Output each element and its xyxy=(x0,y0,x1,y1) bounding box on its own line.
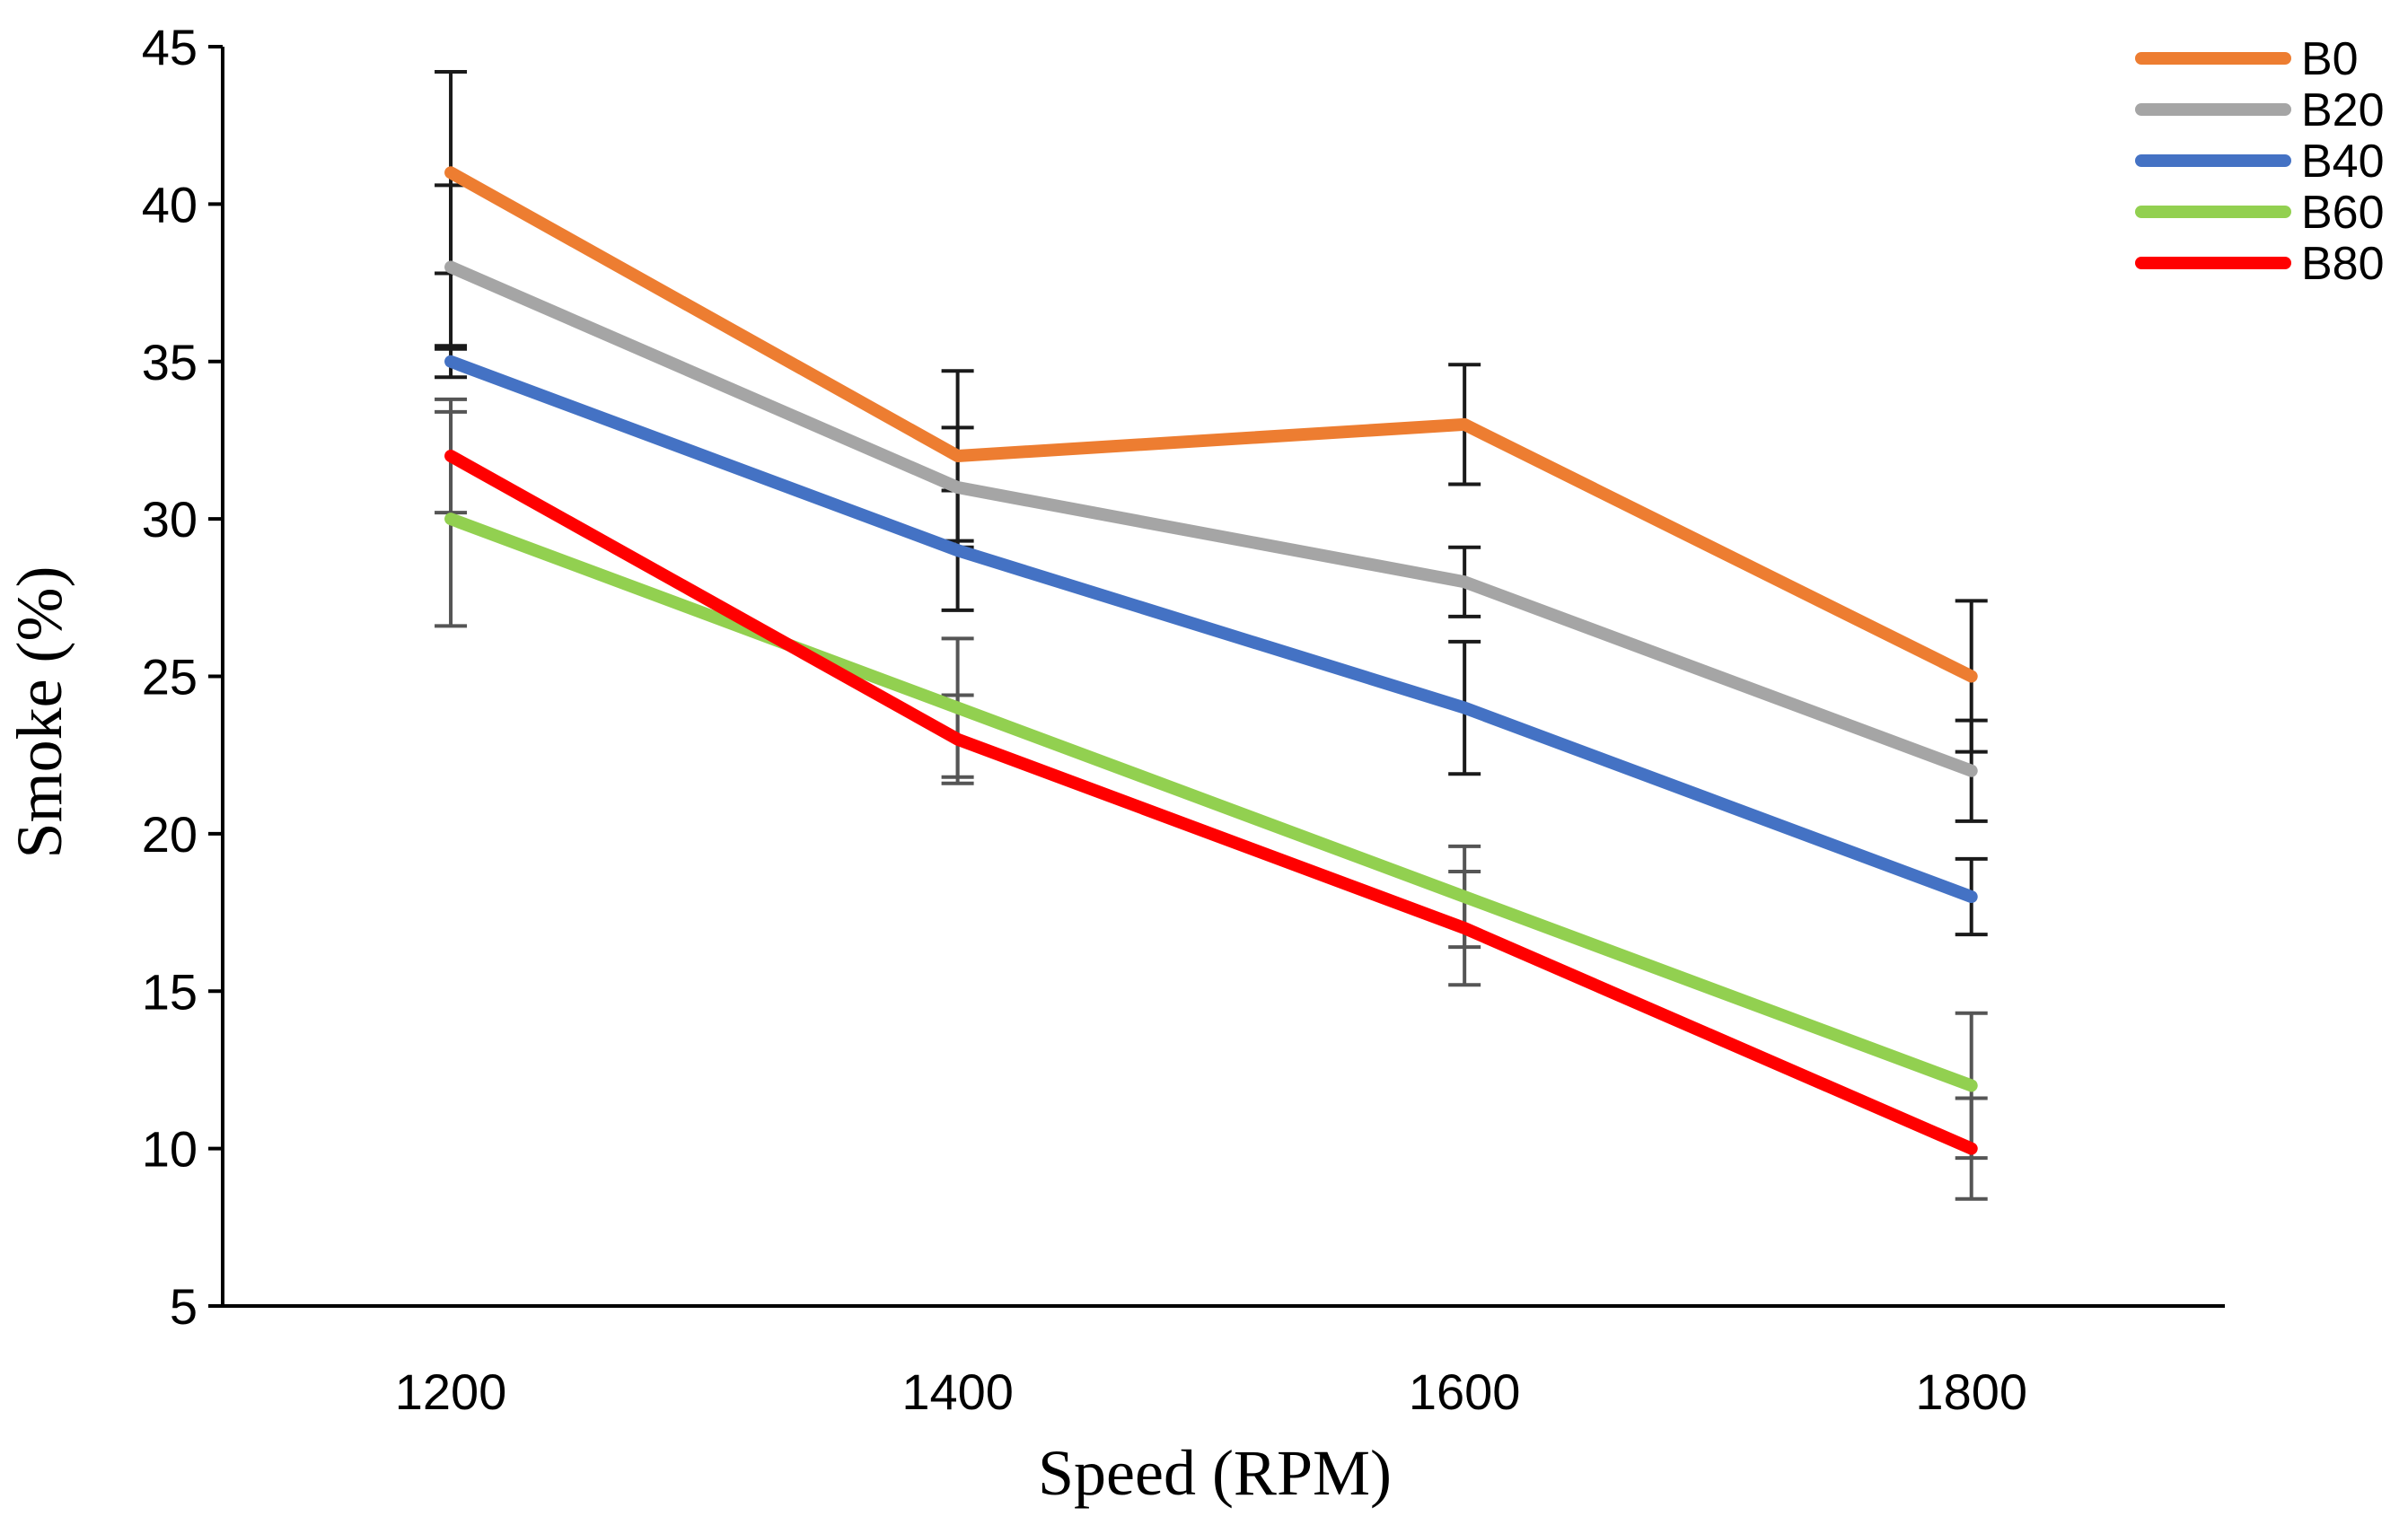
y-tick-label: 5 xyxy=(170,1278,198,1335)
y-tick-label: 20 xyxy=(142,806,198,863)
y-tick-label: 15 xyxy=(142,963,198,1020)
y-tick-label: 30 xyxy=(142,491,198,548)
legend-item-b40: B40 xyxy=(2135,136,2385,188)
x-tick-label: 1600 xyxy=(1409,1363,1521,1420)
y-tick-label: 45 xyxy=(142,19,198,75)
legend-item-b60: B60 xyxy=(2135,187,2385,239)
legend-label: B20 xyxy=(2301,84,2385,136)
y-ticks: 5 10 15 20 25 30 35 40 45 xyxy=(142,19,223,1335)
series-line-b20 xyxy=(444,260,1978,777)
x-ticks: 1200 1400 1600 1800 xyxy=(395,1363,2027,1420)
series-line-b60 xyxy=(444,513,1978,1092)
lines-layer xyxy=(444,166,1978,1155)
x-tick-label: 1400 xyxy=(901,1363,1014,1420)
series-line-b0 xyxy=(444,166,1978,683)
x-axis-title: Speed (RPM) xyxy=(1038,1437,1392,1509)
series-line-b80 xyxy=(444,449,1978,1155)
legend-label: B0 xyxy=(2301,33,2359,85)
axes-layer xyxy=(221,47,2225,1308)
x-tick-label: 1800 xyxy=(1915,1363,2027,1420)
legend-item-b80: B80 xyxy=(2135,238,2385,290)
legend-item-b0: B0 xyxy=(2135,33,2359,85)
series-line-b40 xyxy=(444,355,1978,904)
legend-label: B40 xyxy=(2301,136,2385,188)
y-axis-title: Smoke (%) xyxy=(4,566,75,859)
legend-item-b20: B20 xyxy=(2135,84,2385,136)
y-tick-label: 10 xyxy=(142,1121,198,1178)
legend-label: B80 xyxy=(2301,238,2385,290)
x-tick-label: 1200 xyxy=(395,1363,507,1420)
y-tick-label: 35 xyxy=(142,334,198,390)
y-tick-label: 25 xyxy=(142,649,198,706)
y-tick-label: 40 xyxy=(142,176,198,232)
legend-label: B60 xyxy=(2301,187,2385,239)
